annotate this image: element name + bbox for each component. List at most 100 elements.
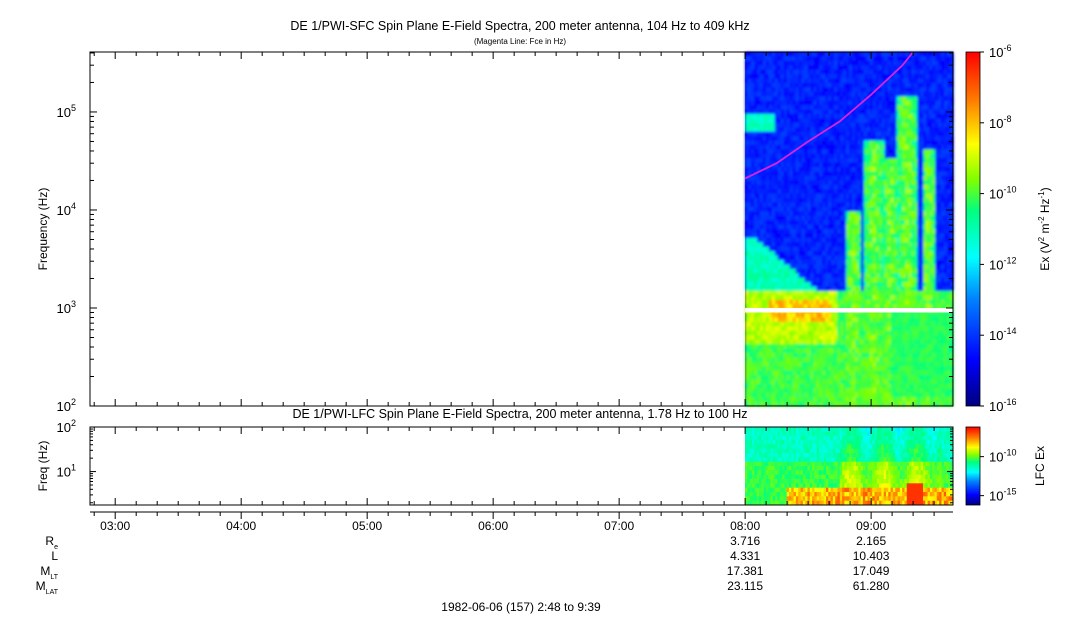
sfc-cell xyxy=(849,105,853,111)
sfc-cell xyxy=(846,215,850,221)
sfc-cell xyxy=(914,357,918,363)
sfc-cell xyxy=(831,215,835,221)
sfc-cell xyxy=(777,268,782,274)
sfc-cell xyxy=(899,229,904,234)
sfc-cell xyxy=(923,65,927,71)
sfc-cell xyxy=(819,277,823,283)
sfc-cell xyxy=(846,401,850,407)
sfc-cell xyxy=(840,211,844,217)
sfc-cell xyxy=(863,370,868,376)
sfc-cell xyxy=(881,251,886,257)
sfc-cell xyxy=(849,211,853,217)
sfc-cell xyxy=(816,149,820,155)
sfc-cell xyxy=(858,388,862,394)
sfc-cell xyxy=(852,127,856,133)
sfc-cell xyxy=(751,229,755,234)
sfc-cell xyxy=(795,65,800,71)
sfc-cell xyxy=(813,392,817,398)
sfc-cell xyxy=(831,255,835,261)
sfc-cell xyxy=(786,78,791,84)
sfc-cell xyxy=(825,268,829,274)
sfc-cell xyxy=(926,91,930,97)
sfc-cell xyxy=(774,136,779,142)
sfc-cell xyxy=(837,304,841,310)
sfc-cell xyxy=(917,326,921,332)
sfc-cell xyxy=(893,171,898,177)
sfc-cell xyxy=(825,96,829,102)
sfc-cell xyxy=(905,233,910,239)
sfc-cell xyxy=(777,74,782,80)
sfc-cell xyxy=(768,282,773,288)
sfc-cell xyxy=(807,290,812,296)
sfc-cell xyxy=(813,193,817,199)
sfc-cell xyxy=(860,184,865,190)
sfc-cell xyxy=(780,171,785,177)
sfc-cell xyxy=(843,392,847,398)
sfc-cell xyxy=(866,78,871,84)
sfc-cell xyxy=(843,357,847,363)
sfc-cell xyxy=(783,290,788,296)
sfc-cell xyxy=(875,211,880,217)
sfc-cell xyxy=(917,127,921,133)
sfc-cell xyxy=(911,180,915,186)
sfc-cell xyxy=(762,313,767,319)
sfc-cell xyxy=(819,158,823,164)
sfc-cell xyxy=(804,299,809,305)
sfc-cell xyxy=(893,153,898,159)
sfc-cell xyxy=(801,184,806,190)
sfc-cell xyxy=(751,144,755,150)
sfc-cell xyxy=(929,158,933,164)
sfc-cell xyxy=(828,206,832,212)
sfc-cell xyxy=(831,83,835,88)
sfc-cell xyxy=(846,69,850,75)
sfc-cell xyxy=(810,339,815,345)
sfc-cell xyxy=(846,202,850,208)
sfc-cell xyxy=(786,290,791,296)
sfc-cell xyxy=(810,304,815,310)
sfc-cell xyxy=(757,105,761,111)
sfc-cell xyxy=(866,136,871,142)
sfc-cell xyxy=(792,317,797,323)
sfc-cell xyxy=(825,277,829,283)
sfc-cell xyxy=(837,180,841,186)
sfc-cell xyxy=(843,229,847,234)
sfc-cell xyxy=(754,242,758,248)
sfc-cell xyxy=(878,379,883,385)
sfc-cell xyxy=(804,290,809,296)
sfc-cell xyxy=(860,91,865,97)
sfc-cell xyxy=(905,260,910,265)
sfc-cell xyxy=(795,299,800,305)
sfc-cell xyxy=(751,388,755,394)
sfc-cell xyxy=(843,184,847,190)
sfc-cell xyxy=(810,370,815,376)
sfc-cell xyxy=(777,370,782,376)
sfc-cell xyxy=(774,78,779,84)
sfc-cell xyxy=(774,171,779,177)
sfc-cell xyxy=(822,304,826,310)
sfc-cell xyxy=(834,282,838,288)
sfc-cell xyxy=(828,198,832,203)
sfc-cell xyxy=(905,273,910,279)
sfc-cell xyxy=(890,268,895,274)
sfc-cell xyxy=(786,118,791,124)
sfc-cell xyxy=(745,180,749,186)
sfc-cell xyxy=(840,357,844,363)
sfc-cell xyxy=(786,206,791,212)
sfc-cell xyxy=(926,273,930,279)
sfc-cell xyxy=(825,211,829,217)
sfc-cell xyxy=(774,375,779,380)
sfc-cell xyxy=(795,162,800,168)
sfc-cell xyxy=(899,273,904,279)
sfc-cell xyxy=(872,122,877,128)
sfc-cell xyxy=(917,140,921,146)
sfc-cell xyxy=(843,74,847,80)
sfc-cell xyxy=(860,330,865,336)
sfc-cell xyxy=(896,282,901,288)
sfc-cell xyxy=(878,397,883,403)
sfc-cell xyxy=(920,144,924,150)
sfc-cell xyxy=(792,184,797,190)
sfc-cell xyxy=(789,91,794,97)
sfc-cell xyxy=(902,189,907,195)
sfc-cell xyxy=(875,321,880,327)
sfc-cell xyxy=(762,339,767,345)
